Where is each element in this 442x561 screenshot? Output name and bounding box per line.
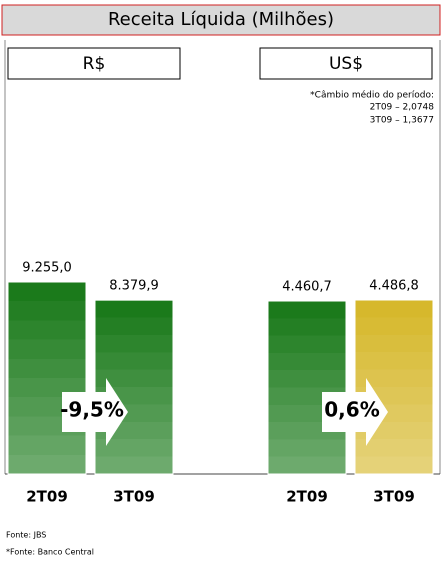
title-box	[1, 4, 441, 36]
category-label: 3T09	[113, 488, 155, 506]
annotation: -9,5%	[60, 398, 124, 422]
bar	[267, 300, 347, 475]
arrow	[322, 378, 388, 446]
category-label: 3T09	[373, 488, 415, 506]
value-label: 8.379,9	[109, 279, 159, 294]
title: Receita Líquida (Milhões)	[108, 9, 334, 30]
category-label: 2T09	[26, 488, 68, 506]
panel-title: R$	[83, 54, 106, 74]
source: Fonte: JBS	[6, 531, 46, 540]
value-label: 4.486,8	[369, 279, 419, 294]
arrow	[62, 378, 128, 446]
source: *Fonte: Banco Central	[6, 548, 94, 557]
bar	[7, 281, 87, 475]
note: *Câmbio médio do período:	[310, 90, 434, 101]
note: 2T09 – 2,0748	[370, 103, 435, 113]
value-label: 9.255,0	[22, 261, 72, 276]
note: 3T09 – 1,3677	[370, 116, 434, 126]
panel-header	[259, 47, 433, 80]
panel-title: US$	[329, 54, 363, 74]
value-label: 4.460,7	[282, 280, 332, 295]
category-label: 2T09	[286, 488, 328, 506]
annotation: 0,6%	[324, 398, 379, 422]
panel-header	[7, 47, 181, 80]
